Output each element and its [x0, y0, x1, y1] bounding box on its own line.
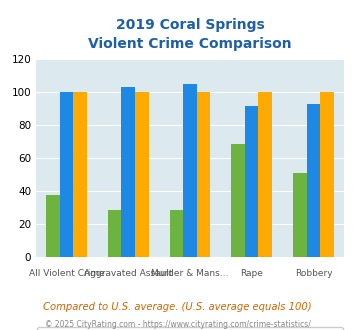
Text: Violent Crime Comparison: Violent Crime Comparison [88, 38, 292, 51]
Bar [60, 92, 73, 257]
Bar [46, 195, 60, 257]
Bar [245, 106, 258, 257]
Text: Murder & Mans...: Murder & Mans... [151, 269, 229, 278]
Bar [135, 92, 148, 257]
Text: Rape: Rape [240, 269, 263, 278]
Text: 2019 Coral Springs: 2019 Coral Springs [115, 18, 264, 32]
Bar [170, 210, 183, 257]
Bar [231, 144, 245, 257]
Bar [183, 84, 197, 257]
Bar [73, 92, 87, 257]
Bar [258, 92, 272, 257]
Bar [197, 92, 210, 257]
Bar [293, 173, 307, 257]
Text: Compared to U.S. average. (U.S. average equals 100): Compared to U.S. average. (U.S. average … [43, 302, 312, 312]
Bar [121, 87, 135, 257]
Bar [307, 104, 320, 257]
Text: Aggravated Assault: Aggravated Assault [84, 269, 173, 278]
Text: All Violent Crime: All Violent Crime [28, 269, 104, 278]
Text: © 2025 CityRating.com - https://www.cityrating.com/crime-statistics/: © 2025 CityRating.com - https://www.city… [45, 319, 310, 329]
Legend: Coral Springs, Florida, National: Coral Springs, Florida, National [37, 327, 343, 330]
Bar [108, 210, 121, 257]
Text: Robbery: Robbery [295, 269, 332, 278]
Bar [320, 92, 334, 257]
